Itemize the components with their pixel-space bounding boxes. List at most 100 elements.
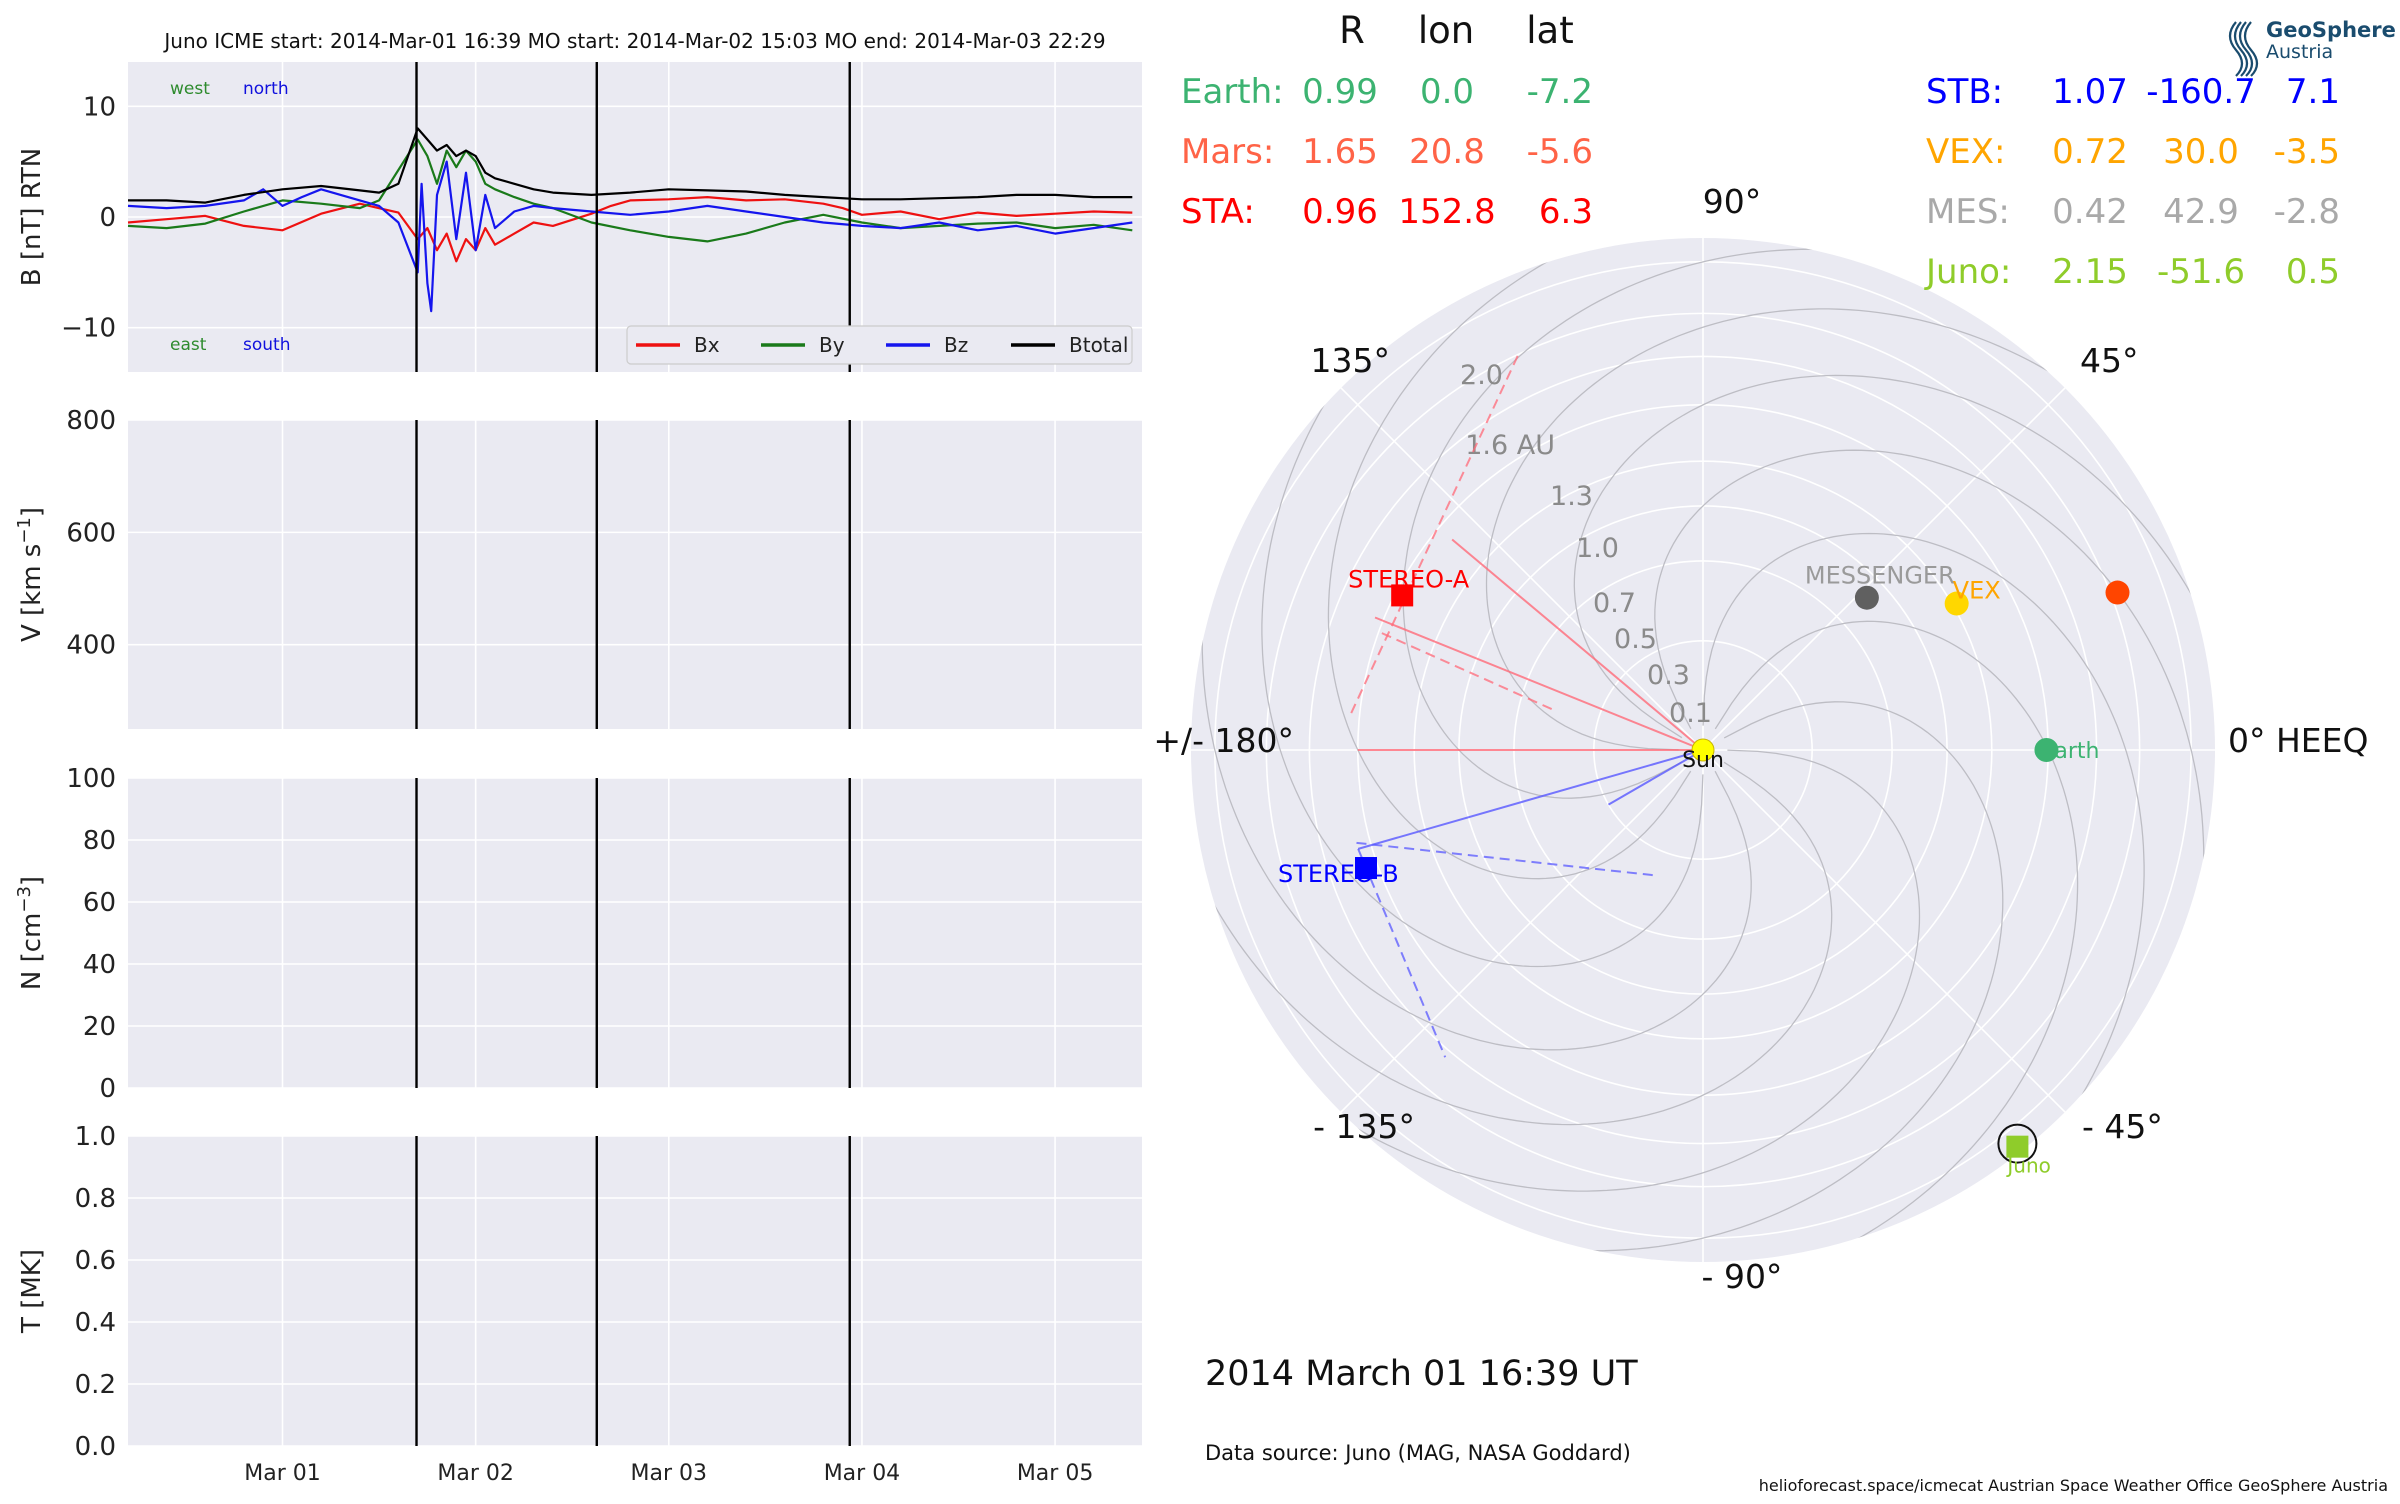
legend-label-btotal: Btotal <box>1069 333 1128 357</box>
panel-4: 1.0 0.8 0.6 0.4 0.2 0.0 T [MK] Mar 01 Mar 02 Mar … <box>17 1122 1142 1486</box>
logo-wave-icon <box>2228 21 2244 77</box>
table-lat: -2.8 <box>2274 192 2340 232</box>
polar-spoke <box>1340 749 1704 1113</box>
data-source-label: Data source: Juno (MAG, NASA Goddard) <box>1205 1441 1631 1465</box>
parker-spiral <box>1702 532 2145 1254</box>
y-axis-label: V [km s−1] <box>14 507 47 642</box>
y-tick-label: 0.2 <box>75 1370 116 1400</box>
logo-wave-icon <box>2238 21 2254 77</box>
y-tick-label: 0 <box>99 1074 116 1104</box>
footer-credits: helioforecast.space/icmecat Austrian Spa… <box>1759 1476 2388 1495</box>
parker-spiral <box>1654 449 2205 1070</box>
table-lon: 152.8 <box>1398 192 1495 232</box>
table-r: 1.65 <box>1302 132 1378 172</box>
angle-label: - 45° <box>2082 1107 2163 1146</box>
y-tick-label: 0.6 <box>75 1246 116 1276</box>
icme-line <box>1451 538 1704 751</box>
legend: Bx By Bz Btotal <box>626 325 1133 365</box>
table-lon: 0.0 <box>1420 72 1474 112</box>
radial-label: 0.7 <box>1593 588 1636 619</box>
table-label: STB: <box>1926 72 2003 112</box>
angle-label: 0° HEEQ <box>2228 721 2368 760</box>
logo-wave-icon <box>2243 21 2259 77</box>
series-bz <box>127 160 1133 313</box>
y-axis-label-sup: −1 <box>14 517 35 544</box>
radial-label: 0.1 <box>1669 698 1712 729</box>
polar-spoke <box>1340 387 1704 751</box>
y-axis-label: B [nT] RTN <box>17 148 47 287</box>
annotation-north: north <box>243 79 289 99</box>
icme-line <box>1607 749 1704 806</box>
parker-spiral <box>1201 430 1752 1051</box>
icme-dashed-line <box>1350 353 1520 714</box>
y-tick-label: 100 <box>66 764 116 794</box>
angle-label: - 90° <box>1702 1257 1783 1296</box>
table-lon: 42.9 <box>2163 192 2239 232</box>
body-label-vex: VEX <box>1953 577 2001 605</box>
parker-spiral <box>1327 238 1753 880</box>
annotation-east: east <box>170 335 207 355</box>
angle-label: +/- 180° <box>1153 721 1294 760</box>
y-tick-label: 0 <box>99 203 116 233</box>
icme-front-1 <box>1350 353 1704 751</box>
series-btotal <box>128 127 1133 204</box>
body-marker-earth <box>2034 738 2059 762</box>
panel-background <box>128 778 1142 1088</box>
polar-spoke <box>1702 749 2066 1113</box>
timestamp-label: 2014 March 01 16:39 UT <box>1205 1354 1638 1394</box>
table-r: 0.72 <box>2052 132 2128 172</box>
x-tick-label: Mar 05 <box>1017 1461 1094 1486</box>
y-tick-label: 600 <box>66 518 116 548</box>
table-lon: 20.8 <box>1409 132 1485 172</box>
angle-label: 45° <box>2080 341 2139 380</box>
y-tick-label: 0.4 <box>75 1308 116 1338</box>
y-tick-label: 1.0 <box>75 1122 116 1152</box>
body-marker-messenger <box>1854 585 1879 610</box>
icme-line <box>1374 616 1704 751</box>
body-label-sun: Sun <box>1682 748 1724 773</box>
juno-highlight-ring <box>1997 1123 2038 1164</box>
table-lat: -3.5 <box>2274 132 2340 172</box>
table-r: 0.96 <box>1302 192 1378 232</box>
parker-spiral <box>1199 749 1921 1192</box>
body-marker-juno <box>2006 1135 2029 1158</box>
y-tick-label: 800 <box>66 406 116 436</box>
y-axis-label-text: B [nT] RTN <box>17 148 47 287</box>
body-marker-sun <box>1691 738 1715 762</box>
table-r: 0.99 <box>1302 72 1378 112</box>
legend-frame <box>626 325 1133 365</box>
y-tick-label: 0.0 <box>75 1432 116 1462</box>
legend-label-bx: Bx <box>694 333 720 357</box>
angle-label: 90° <box>1703 182 1762 221</box>
table-label: Earth: <box>1181 72 1284 112</box>
body-label-stereo-a: STEREO-A <box>1348 565 1470 593</box>
icme-dashed-line <box>1356 841 1658 877</box>
radial-label: 1.6 AU <box>1465 430 1555 461</box>
table-lat: -5.6 <box>1527 132 1593 172</box>
polar-spoke <box>1702 387 2066 751</box>
radial-label: 0.5 <box>1614 624 1657 655</box>
body-label-juno: Juno <box>2005 1154 2051 1178</box>
table-header-r: R <box>1339 9 1365 52</box>
body-marker-vex <box>1944 591 1969 616</box>
logo-text-line1: GeoSphere <box>2266 18 2396 42</box>
y-axis-label: N [cm−3] <box>14 876 47 990</box>
y-tick-label: 80 <box>83 826 116 856</box>
table-label: MES: <box>1926 192 2010 232</box>
body-label-stereo-b: STEREO-B <box>1278 860 1399 888</box>
body-marker-mars <box>2105 580 2130 605</box>
body-label-messenger: MESSENGER <box>1805 562 1955 590</box>
logo-wave-icon <box>2233 21 2249 77</box>
radial-label: 1.0 <box>1576 533 1619 564</box>
x-tick-label: Mar 04 <box>824 1461 901 1486</box>
y-tick-label: 0.8 <box>75 1184 116 1214</box>
parker-spiral <box>1191 700 1833 1126</box>
table-label: Juno: <box>1924 252 2011 292</box>
table-r: 2.15 <box>2052 252 2128 292</box>
table-label: STA: <box>1181 192 1255 232</box>
y-axis-label-text: N [cm <box>17 913 47 990</box>
